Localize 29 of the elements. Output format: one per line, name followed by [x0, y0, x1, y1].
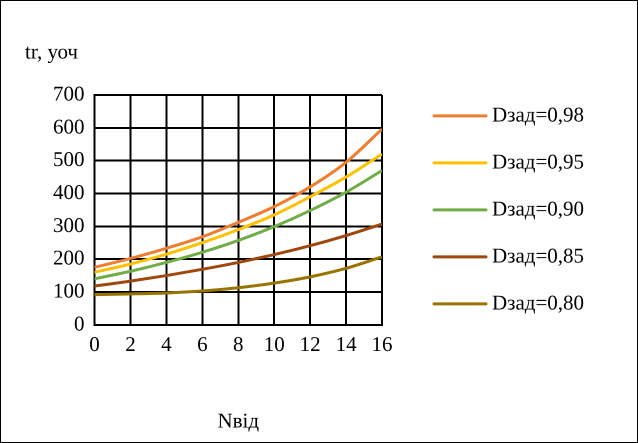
legend-label: Dзад=0,95 — [492, 149, 584, 174]
x-tick-label: 4 — [161, 332, 172, 356]
legend-label: Dзад=0,90 — [492, 196, 584, 220]
x-tick-label: 16 — [372, 332, 392, 356]
legend-label: Dзад=0,80 — [492, 290, 584, 314]
x-tick-label: 12 — [300, 332, 321, 356]
line-series — [94, 169, 382, 280]
x-tick-label: 14 — [336, 332, 358, 356]
x-tick-label: 8 — [233, 332, 244, 356]
legend-label: Dзад=0,85 — [492, 243, 584, 268]
x-tick-label: 6 — [197, 332, 208, 356]
y-tick-label: 300 — [53, 212, 84, 237]
y-tick-label: 600 — [53, 114, 84, 138]
y-tick-label: 700 — [53, 82, 84, 106]
y-tick-label: 0 — [74, 311, 84, 336]
x-tick-label: 0 — [89, 332, 100, 356]
line-series — [94, 255, 382, 296]
x-tick-label: 2 — [125, 332, 136, 356]
y-tick-label: 400 — [53, 180, 84, 204]
y-tick-label: 200 — [53, 246, 84, 270]
x-axis-title: Nвід — [217, 408, 260, 433]
line-series — [94, 128, 382, 269]
y-tick-label: 100 — [53, 278, 84, 302]
line-series — [94, 152, 382, 274]
y-axis-title: tr, уоч — [25, 40, 78, 64]
x-tick-label: 10 — [264, 332, 285, 356]
y-tick-label: 500 — [53, 147, 84, 172]
line-series — [94, 222, 382, 288]
legend-label: Dзад=0,98 — [492, 102, 584, 126]
